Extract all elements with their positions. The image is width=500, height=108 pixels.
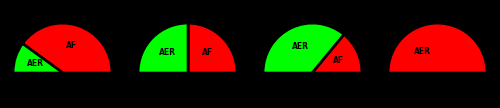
Wedge shape [388, 24, 486, 72]
Wedge shape [23, 24, 112, 72]
Text: AF: AF [332, 56, 344, 65]
Wedge shape [188, 24, 236, 72]
Text: AF: AF [202, 48, 213, 57]
Wedge shape [388, 24, 486, 72]
Wedge shape [312, 35, 362, 72]
Wedge shape [264, 24, 344, 72]
Text: AER: AER [159, 48, 176, 57]
Text: AER: AER [27, 59, 44, 68]
Wedge shape [14, 44, 62, 72]
Wedge shape [138, 24, 188, 72]
Text: AER: AER [414, 48, 432, 56]
Text: AF: AF [66, 41, 77, 50]
Text: AER: AER [292, 42, 309, 51]
